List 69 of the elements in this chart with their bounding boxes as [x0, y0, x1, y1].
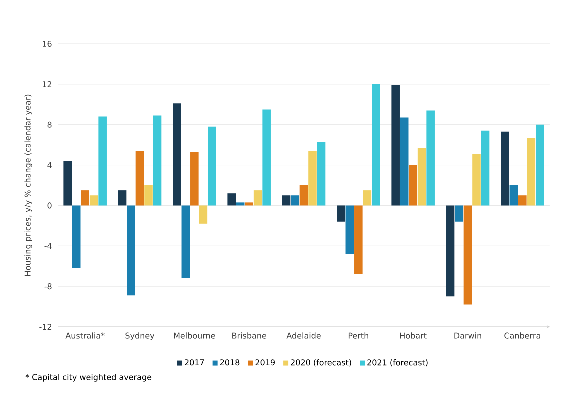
y-tick-label: 16	[43, 40, 52, 48]
y-tick-label: 0	[48, 202, 52, 209]
bar	[527, 138, 536, 206]
bar	[98, 116, 107, 206]
y-tick-label: 8	[48, 122, 52, 128]
legend-label: 2021 (forecast)	[368, 360, 428, 367]
x-tick-label: Brisbane	[232, 332, 266, 339]
x-tick-label: Canberra	[504, 332, 540, 339]
bar	[127, 206, 136, 296]
bar	[363, 190, 372, 206]
bar	[510, 186, 518, 206]
y-axis-title: Housing prices, y/y % change (calendar year)	[24, 94, 32, 276]
x-tick-label: Melbourne	[174, 332, 216, 339]
bar	[282, 196, 291, 206]
bar	[236, 202, 245, 206]
y-tick-label: -12	[40, 324, 52, 330]
bar	[173, 104, 182, 206]
x-tick-label: Sydney	[126, 332, 155, 340]
x-tick-label: Adelaide	[286, 332, 321, 339]
bar	[400, 118, 409, 206]
x-tick-label: Darwin	[454, 332, 482, 339]
bar	[392, 85, 400, 206]
bar	[455, 206, 464, 222]
bar	[144, 186, 153, 206]
legend-label: 2017	[185, 360, 204, 366]
bar	[90, 196, 98, 206]
bar	[518, 196, 527, 206]
text: * Capital city weighted average	[26, 374, 152, 382]
x-tick-label: Australia*	[66, 332, 105, 339]
bar	[81, 190, 90, 206]
bar	[472, 154, 481, 206]
bar	[245, 202, 254, 206]
bar	[199, 206, 208, 224]
legend-label: 2018	[220, 360, 240, 366]
x-tick-label: Hobart	[400, 332, 427, 339]
bar	[337, 206, 346, 222]
bar	[464, 206, 472, 305]
bar	[208, 126, 216, 206]
y-tick-label: -4	[44, 243, 52, 250]
bar	[190, 152, 199, 206]
bar	[136, 151, 144, 206]
bar	[262, 110, 271, 206]
bar	[426, 110, 435, 206]
bar	[536, 124, 544, 206]
y-tick-label: 4	[48, 162, 52, 168]
legend-label: 2019	[256, 360, 275, 366]
bar	[501, 132, 510, 206]
bar	[153, 116, 162, 206]
bar	[254, 190, 262, 206]
y-tick-label: 12	[43, 81, 52, 88]
bar	[346, 206, 354, 254]
bar	[118, 190, 127, 206]
bar	[228, 194, 236, 206]
bar	[481, 130, 490, 206]
bar	[308, 151, 317, 206]
bar	[182, 206, 190, 278]
bar	[354, 206, 363, 274]
bar	[291, 196, 300, 206]
legend-label: 2020 (forecast)	[291, 360, 352, 367]
bar	[64, 161, 72, 206]
bar	[372, 84, 380, 206]
bar	[409, 165, 418, 206]
bar	[418, 148, 426, 206]
bar	[300, 186, 308, 206]
bar	[317, 142, 326, 206]
bar	[446, 206, 455, 297]
y-tick-label: -8	[44, 284, 52, 290]
x-tick-label: Perth	[348, 332, 368, 339]
bar	[72, 206, 81, 268]
